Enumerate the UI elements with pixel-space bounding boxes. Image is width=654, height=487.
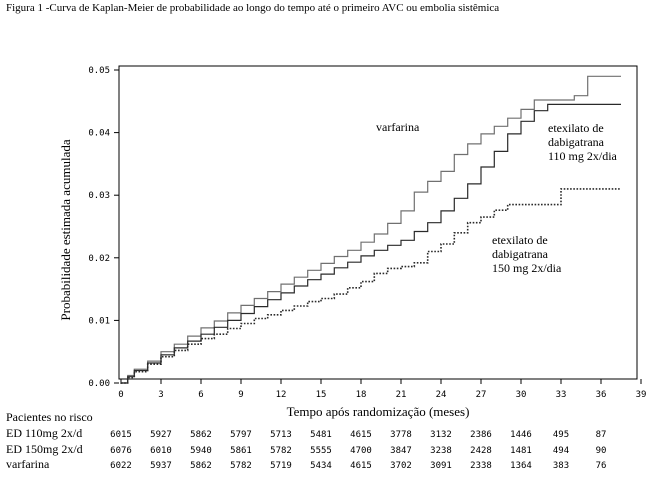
at-risk-table: Pacientes no risco ED 110mg 2x/d 6015 5927… bbox=[6, 410, 606, 471]
at-risk-value: 1364 bbox=[510, 461, 532, 471]
y-axis-title: Probabilidade estimada acumulada bbox=[58, 139, 73, 320]
at-risk-value: 3238 bbox=[430, 446, 452, 456]
at-risk-value: 383 bbox=[553, 461, 569, 471]
at-risk-value: 2386 bbox=[470, 430, 492, 440]
at-risk-row-label: varfarina bbox=[6, 457, 50, 471]
x-tick-label: 39 bbox=[636, 390, 647, 400]
at-risk-header: Pacientes no risco bbox=[6, 410, 93, 424]
x-tick-label: 18 bbox=[356, 390, 367, 400]
at-risk-value: 494 bbox=[553, 446, 569, 456]
series-line-0 bbox=[121, 75, 621, 384]
y-tick-label: 0.04 bbox=[88, 129, 110, 139]
y-tick-label: 0.01 bbox=[88, 316, 110, 326]
at-risk-value: 1446 bbox=[510, 430, 532, 440]
y-tick-label: 0.00 bbox=[88, 379, 110, 389]
at-risk-row-label: ED 110mg 2x/d bbox=[6, 426, 82, 440]
at-risk-value: 5862 bbox=[190, 461, 212, 471]
series-annotation-1: dabigatrana bbox=[548, 135, 605, 149]
at-risk-value: 5797 bbox=[230, 430, 252, 440]
series-annotation-2: etexilato de bbox=[492, 233, 548, 247]
at-risk-value: 5555 bbox=[310, 446, 332, 456]
series-line-1 bbox=[121, 103, 621, 384]
at-risk-value: 4615 bbox=[350, 430, 372, 440]
at-risk-value: 495 bbox=[553, 430, 569, 440]
x-axis-title: Tempo após randomização (meses) bbox=[287, 404, 470, 419]
x-tick-label: 30 bbox=[516, 390, 527, 400]
at-risk-value: 3778 bbox=[390, 430, 412, 440]
series-annotation-1: 110 mg 2x/dia bbox=[548, 149, 618, 163]
y-tick-label: 0.03 bbox=[88, 191, 110, 201]
at-risk-value: 2428 bbox=[470, 446, 492, 456]
plot-frame bbox=[118, 65, 638, 380]
at-risk-value: 90 bbox=[596, 446, 607, 456]
at-risk-value: 5937 bbox=[150, 461, 172, 471]
at-risk-value: 6022 bbox=[110, 461, 132, 471]
x-tick-label: 33 bbox=[556, 390, 567, 400]
at-risk-value: 5862 bbox=[190, 430, 212, 440]
y-tick-label: 0.05 bbox=[88, 66, 110, 76]
at-risk-value: 5782 bbox=[230, 461, 252, 471]
at-risk-value: 5861 bbox=[230, 446, 252, 456]
x-tick-label: 15 bbox=[316, 390, 327, 400]
at-risk-value: 87 bbox=[596, 430, 607, 440]
x-tick-label: 6 bbox=[198, 390, 203, 400]
y-tick-label: 0.02 bbox=[88, 254, 110, 264]
at-risk-value: 3702 bbox=[390, 461, 412, 471]
x-tick-label: 9 bbox=[238, 390, 243, 400]
series-annotation-0: varfarina bbox=[376, 120, 420, 134]
x-tick-label: 24 bbox=[436, 390, 447, 400]
at-risk-value: 5927 bbox=[150, 430, 172, 440]
y-axis: 0.00 0.01 0.02 0.03 0.04 0.05 bbox=[88, 66, 119, 389]
x-tick-label: 12 bbox=[276, 390, 287, 400]
at-risk-value: 3132 bbox=[430, 430, 452, 440]
x-tick-label: 27 bbox=[476, 390, 487, 400]
x-tick-label: 21 bbox=[396, 390, 407, 400]
at-risk-value: 76 bbox=[596, 461, 607, 471]
at-risk-value: 3091 bbox=[430, 461, 452, 471]
series-line-2 bbox=[121, 188, 621, 384]
series-annotation-2: dabigatrana bbox=[492, 247, 549, 261]
x-tick-label: 3 bbox=[158, 390, 163, 400]
at-risk-value: 4700 bbox=[350, 446, 372, 456]
at-risk-value: 5782 bbox=[270, 446, 292, 456]
at-risk-value: 5434 bbox=[310, 461, 332, 471]
at-risk-value: 5719 bbox=[270, 461, 292, 471]
x-axis: 0 3 6 9 12 15 18 21 24 27 30 33 36 39 bbox=[118, 379, 646, 400]
at-risk-value: 3847 bbox=[390, 446, 412, 456]
at-risk-value: 6015 bbox=[110, 430, 132, 440]
x-tick-label: 36 bbox=[596, 390, 607, 400]
figure-title: Figura 1 -Curva de Kaplan-Meier de proba… bbox=[6, 2, 500, 14]
series-annotation-1: etexilato de bbox=[548, 121, 604, 135]
at-risk-value: 6010 bbox=[150, 446, 172, 456]
at-risk-row-label: ED 150mg 2x/d bbox=[6, 442, 83, 456]
at-risk-value: 4615 bbox=[350, 461, 372, 471]
x-tick-label: 0 bbox=[118, 390, 123, 400]
series-lines bbox=[121, 75, 621, 384]
at-risk-value: 5940 bbox=[190, 446, 212, 456]
at-risk-value: 5481 bbox=[310, 430, 332, 440]
at-risk-value: 1481 bbox=[510, 446, 532, 456]
at-risk-value: 5713 bbox=[270, 430, 292, 440]
at-risk-value: 6076 bbox=[110, 446, 132, 456]
at-risk-value: 2338 bbox=[470, 461, 492, 471]
series-annotation-2: 150 mg 2x/dia bbox=[492, 261, 562, 275]
